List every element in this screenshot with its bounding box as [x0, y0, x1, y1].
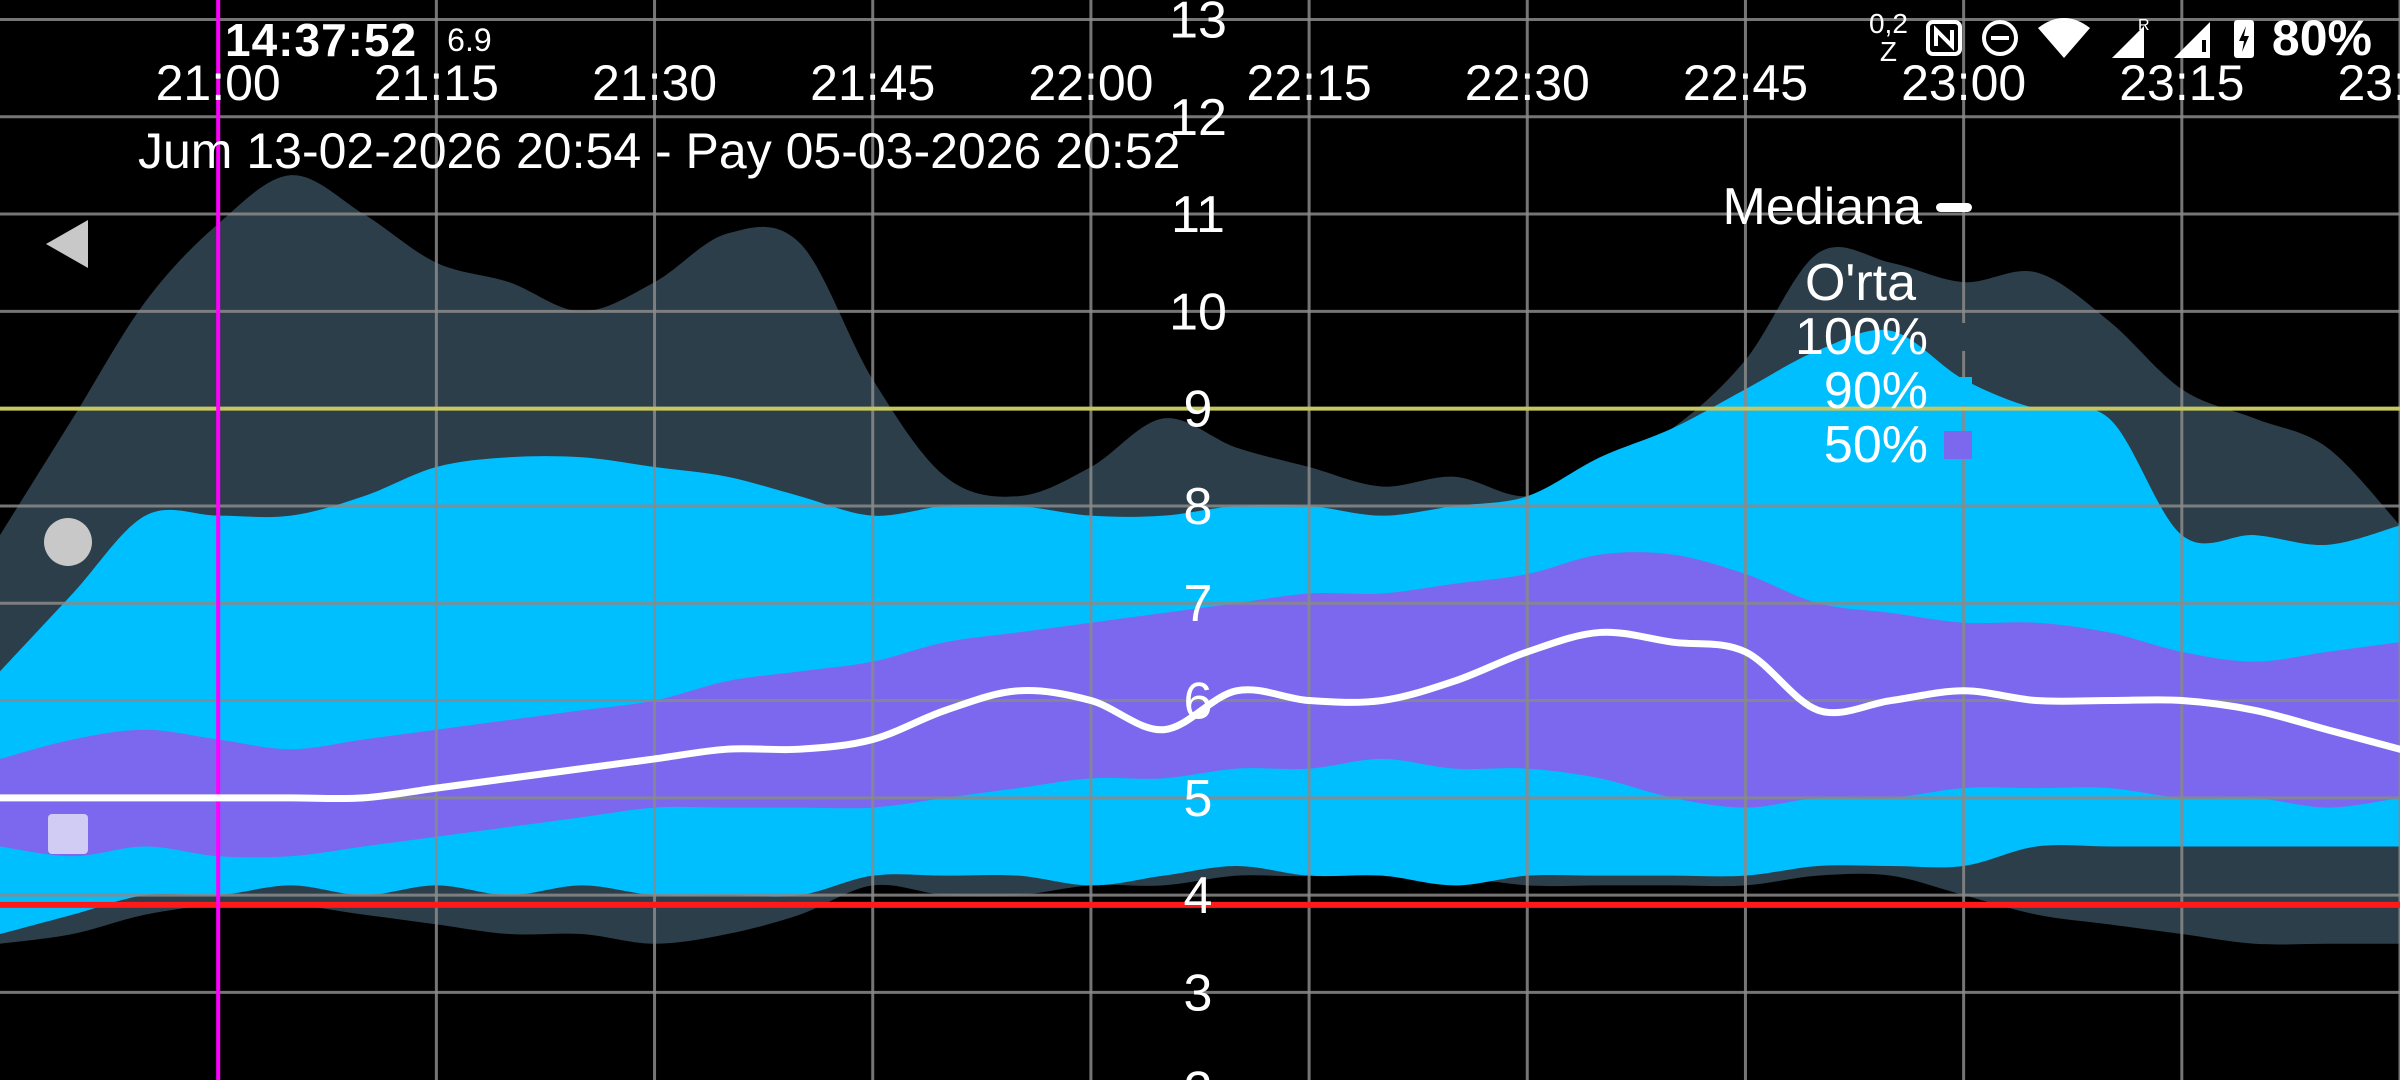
triangle-left-icon[interactable] — [44, 218, 90, 270]
y-tick-label: 7 — [1184, 575, 1213, 633]
band-50pct — [0, 552, 2400, 858]
status-sub-value: 6.9 — [447, 21, 492, 58]
x-tick-label: 22:45 — [1683, 55, 1808, 111]
net-rate: 0,2 Z — [1869, 10, 1908, 66]
wifi-icon — [2037, 18, 2090, 58]
x-tick-label: 22:15 — [1247, 55, 1372, 111]
median-line — [0, 628, 2400, 803]
x-tick-label: 23:30 — [2337, 55, 2400, 111]
legend-band-label: 90% — [1823, 362, 1928, 420]
status-time: 14:37:52 — [225, 14, 418, 66]
legend-swatch — [1944, 431, 1972, 459]
legend-swatch — [1944, 377, 1972, 405]
x-tick-label: 21:45 — [810, 55, 935, 111]
y-tick-label: 12 — [1169, 89, 1227, 147]
circle-handle-icon[interactable] — [44, 518, 92, 566]
status-time-group: 14:37:52 6.9 — [225, 8, 492, 72]
nfc-icon — [1925, 20, 1962, 56]
x-tick-label: 23:15 — [2119, 55, 2244, 111]
y-tick-label: 10 — [1169, 283, 1227, 341]
legend-median: Mediana — [1723, 180, 1972, 234]
legend-swatch — [1944, 323, 1972, 351]
legend-average-heading: O'rta — [1723, 256, 1916, 310]
x-tick-label: 21:30 — [592, 55, 717, 111]
legend-average-label: O'rta — [1804, 254, 1916, 312]
y-tick-label: 2 — [1184, 1062, 1213, 1080]
legend-band-100: 100% — [1723, 310, 1972, 364]
svg-text:R: R — [2138, 17, 2150, 34]
y-tick-label: 5 — [1184, 770, 1213, 828]
battery-charging-icon — [2233, 20, 2254, 58]
x-tick-label: 23:00 — [1901, 55, 2026, 111]
x-tick-label: 21:00 — [156, 55, 281, 111]
net-rate-value: 0,2 — [1868, 8, 1908, 39]
legend-band-90: 90% — [1723, 364, 1972, 418]
legend-band-label: 50% — [1823, 416, 1928, 474]
signal-roaming-icon: R — [2111, 17, 2150, 58]
x-tick-label: 21:15 — [374, 55, 499, 111]
y-tick-label: 3 — [1184, 964, 1213, 1022]
x-tick-label: 22:00 — [1028, 55, 1153, 111]
x-tick-label: 22:30 — [1465, 55, 1590, 111]
y-tick-label: 11 — [1171, 186, 1225, 244]
battery-percent: 80% — [2271, 10, 2372, 66]
y-tick-label: 6 — [1184, 673, 1213, 731]
date-range-label: Jum 13-02-2026 20:54 - Pay 05-03-2026 20… — [138, 123, 1181, 179]
do-not-disturb-icon — [1981, 20, 2018, 56]
y-tick-label: 9 — [1184, 381, 1213, 439]
y-tick-label: 13 — [1169, 0, 1227, 49]
legend: Mediana O'rta 100% 90% 50% — [1723, 180, 1972, 472]
legend-median-label: Mediana — [1722, 178, 1922, 236]
net-rate-unit: Z — [1879, 36, 1897, 67]
legend-band-label: 100% — [1795, 308, 1928, 366]
square-handle-icon[interactable] — [48, 814, 88, 854]
y-tick-label: 4 — [1184, 867, 1213, 925]
signal-icon — [2173, 22, 2210, 58]
y-tick-label: 8 — [1184, 478, 1213, 536]
status-icons: 0,2 Z R 80% — [1869, 6, 2372, 70]
median-swatch — [1936, 202, 1972, 212]
legend-band-50: 50% — [1723, 418, 1972, 472]
